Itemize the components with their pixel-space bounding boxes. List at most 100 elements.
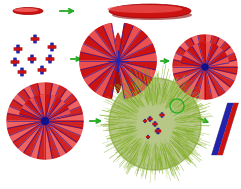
FancyBboxPatch shape xyxy=(154,122,156,126)
Polygon shape xyxy=(118,24,156,98)
Ellipse shape xyxy=(112,10,192,20)
Circle shape xyxy=(21,71,23,73)
Circle shape xyxy=(147,136,148,138)
Circle shape xyxy=(109,78,201,170)
Polygon shape xyxy=(180,67,205,92)
Polygon shape xyxy=(45,104,68,121)
Polygon shape xyxy=(20,109,45,121)
Polygon shape xyxy=(29,98,45,121)
Polygon shape xyxy=(114,61,122,93)
FancyBboxPatch shape xyxy=(147,118,153,120)
Polygon shape xyxy=(187,47,205,67)
Polygon shape xyxy=(95,26,118,61)
Polygon shape xyxy=(198,35,205,67)
Polygon shape xyxy=(45,114,83,121)
Polygon shape xyxy=(80,52,118,61)
FancyBboxPatch shape xyxy=(20,68,24,76)
Polygon shape xyxy=(45,95,51,121)
Polygon shape xyxy=(118,61,133,98)
Polygon shape xyxy=(181,57,205,67)
FancyBboxPatch shape xyxy=(144,119,146,123)
Polygon shape xyxy=(205,51,227,67)
Polygon shape xyxy=(10,121,45,142)
FancyBboxPatch shape xyxy=(160,114,165,116)
Polygon shape xyxy=(118,26,141,61)
FancyBboxPatch shape xyxy=(50,43,54,51)
Polygon shape xyxy=(20,95,70,121)
Polygon shape xyxy=(173,60,205,67)
Polygon shape xyxy=(8,106,45,121)
Polygon shape xyxy=(218,103,239,155)
Polygon shape xyxy=(7,121,45,128)
FancyBboxPatch shape xyxy=(155,130,161,132)
Polygon shape xyxy=(205,67,212,99)
Polygon shape xyxy=(45,89,72,121)
FancyBboxPatch shape xyxy=(48,55,52,63)
Polygon shape xyxy=(45,98,61,121)
Circle shape xyxy=(31,58,33,60)
Polygon shape xyxy=(45,121,80,142)
Polygon shape xyxy=(45,121,60,158)
Polygon shape xyxy=(181,43,229,67)
Polygon shape xyxy=(205,67,237,74)
Polygon shape xyxy=(118,61,156,70)
FancyBboxPatch shape xyxy=(13,58,17,66)
Polygon shape xyxy=(118,61,152,85)
Polygon shape xyxy=(191,36,205,67)
Polygon shape xyxy=(118,30,147,61)
Polygon shape xyxy=(38,121,45,159)
Polygon shape xyxy=(45,106,82,121)
FancyBboxPatch shape xyxy=(146,136,150,138)
Polygon shape xyxy=(84,61,118,85)
Polygon shape xyxy=(173,67,205,74)
Polygon shape xyxy=(7,114,45,121)
Polygon shape xyxy=(45,83,52,121)
Polygon shape xyxy=(176,67,205,87)
Polygon shape xyxy=(174,53,205,67)
Polygon shape xyxy=(103,24,118,61)
Polygon shape xyxy=(205,67,236,81)
Circle shape xyxy=(41,69,43,71)
FancyBboxPatch shape xyxy=(38,68,46,72)
Polygon shape xyxy=(212,103,239,155)
Polygon shape xyxy=(45,109,70,121)
Polygon shape xyxy=(192,44,205,67)
Polygon shape xyxy=(81,44,118,61)
Polygon shape xyxy=(18,89,45,121)
Polygon shape xyxy=(118,52,156,61)
Polygon shape xyxy=(45,100,80,121)
Polygon shape xyxy=(205,38,225,67)
Polygon shape xyxy=(118,61,155,78)
Polygon shape xyxy=(205,47,223,67)
Circle shape xyxy=(17,48,19,50)
Polygon shape xyxy=(191,67,205,98)
Polygon shape xyxy=(118,44,155,61)
Polygon shape xyxy=(24,86,45,121)
Polygon shape xyxy=(205,53,236,67)
Circle shape xyxy=(157,130,159,132)
Polygon shape xyxy=(118,61,141,96)
Polygon shape xyxy=(22,104,45,121)
Polygon shape xyxy=(39,95,45,121)
FancyBboxPatch shape xyxy=(153,123,158,125)
Polygon shape xyxy=(45,121,82,136)
Polygon shape xyxy=(8,121,45,136)
FancyBboxPatch shape xyxy=(143,120,147,122)
FancyBboxPatch shape xyxy=(147,135,149,139)
Polygon shape xyxy=(45,121,52,159)
Polygon shape xyxy=(95,61,118,96)
Polygon shape xyxy=(45,94,77,121)
Polygon shape xyxy=(198,67,205,99)
Polygon shape xyxy=(80,24,118,98)
Polygon shape xyxy=(183,51,205,67)
Polygon shape xyxy=(205,57,229,67)
Polygon shape xyxy=(13,121,45,148)
Ellipse shape xyxy=(107,5,182,13)
Polygon shape xyxy=(45,100,65,121)
Circle shape xyxy=(154,123,156,125)
Polygon shape xyxy=(205,42,230,67)
Polygon shape xyxy=(10,100,45,121)
Polygon shape xyxy=(205,67,234,87)
Polygon shape xyxy=(118,61,147,91)
Polygon shape xyxy=(81,61,118,78)
